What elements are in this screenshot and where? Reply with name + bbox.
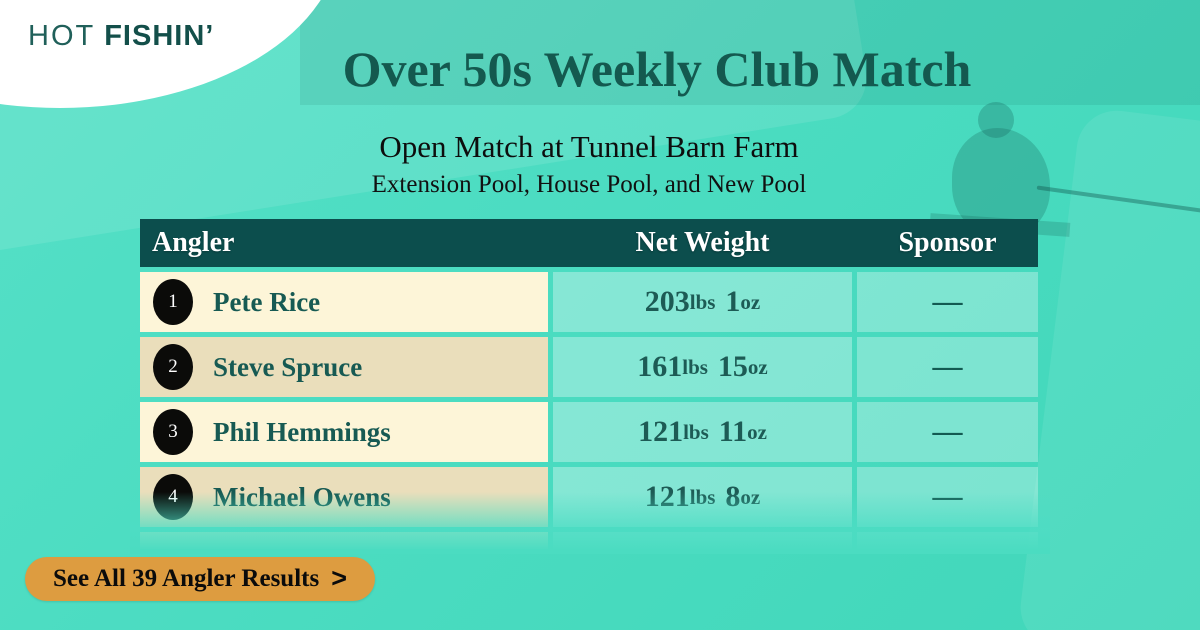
angler-name: Pete Rice [213,286,321,317]
match-subtitle: Open Match at Tunnel Barn Farm [379,129,799,164]
see-all-results-button[interactable]: See All 39 Angler Results > [25,557,375,601]
column-header-angler: Angler [152,227,235,258]
table-row: 4 Michael Owens 121 lbs 8 oz — [140,467,1038,527]
net-weight-cell: 161 lbs 15 oz [553,337,852,397]
brand-logo: HOT FISHIN’ [28,22,214,51]
sponsor-value: — [857,337,1038,397]
column-header-net-weight: Net Weight [635,227,770,258]
table-row: 2 Steve Spruce 161 lbs 15 oz — [140,337,1038,397]
logo-word-hot: HOT [28,20,96,52]
ounces-unit: oz [740,484,761,509]
pounds-unit: lbs [689,484,716,509]
net-weight-cell: 121 lbs 8 oz [553,467,852,527]
ounces-value: 1 [725,285,741,318]
logo-word-fishin: FISHIN’ [104,20,215,52]
pounds-unit: lbs [682,354,708,379]
net-weight-cell: 203 lbs 1 oz [553,272,852,332]
sponsor-value: — [857,402,1038,462]
angler-name: Michael Owens [213,481,391,512]
logo-background-ellipse [0,0,340,108]
page-title: Over 50s Weekly Club Match [342,41,972,97]
table-row-partial [140,532,1038,549]
rank-badge: 4 [153,474,193,520]
sponsor-value: — [857,272,1038,332]
angler-cell: 4 Michael Owens [140,467,548,527]
ounces-unit: oz [747,354,768,379]
rank-badge: 2 [153,344,193,390]
angler-cell: 3 Phil Hemmings [140,402,548,462]
fishing-pole [1036,185,1200,215]
pounds-value: 121 [638,415,684,448]
table-header: Angler Net Weight Sponsor [140,219,1038,267]
ounces-value: 8 [725,480,741,513]
sponsor-value: — [857,467,1038,527]
pounds-value: 203 [644,285,690,318]
net-weight-cell [553,532,852,549]
rank-badge: 1 [153,279,193,325]
angler-name: Phil Hemmings [213,416,391,447]
arrow-right-icon: > [331,562,347,593]
ounces-value: 11 [718,415,748,448]
angler-cell: 1 Pete Rice [140,272,548,332]
pounds-unit: lbs [689,289,716,314]
table-row: 1 Pete Rice 203 lbs 1 oz — [140,272,1038,332]
ounces-value: 15 [717,350,748,383]
sponsor-cell [857,532,1038,549]
net-weight-cell: 121 lbs 11 oz [553,402,852,462]
angler-name: Steve Spruce [213,351,363,382]
angler-cell: 2 Steve Spruce [140,337,548,397]
column-header-sponsor: Sponsor [898,227,997,258]
angler-cell [140,532,548,549]
background-texture [1016,106,1200,630]
results-table: Angler Net Weight Sponsor 1 Pete Rice 20… [140,219,1038,549]
table-row: 3 Phil Hemmings 121 lbs 11 oz — [140,402,1038,462]
fisherman-silhouette [978,102,1014,138]
pounds-value: 161 [637,350,683,383]
pounds-unit: lbs [683,419,709,444]
venue-detail: Extension Pool, House Pool, and New Pool [371,171,807,198]
rank-badge: 3 [153,409,193,455]
cta-label: See All 39 Angler Results [53,565,320,592]
ounces-unit: oz [740,289,761,314]
pounds-value: 121 [644,480,690,513]
ounces-unit: oz [747,419,767,444]
